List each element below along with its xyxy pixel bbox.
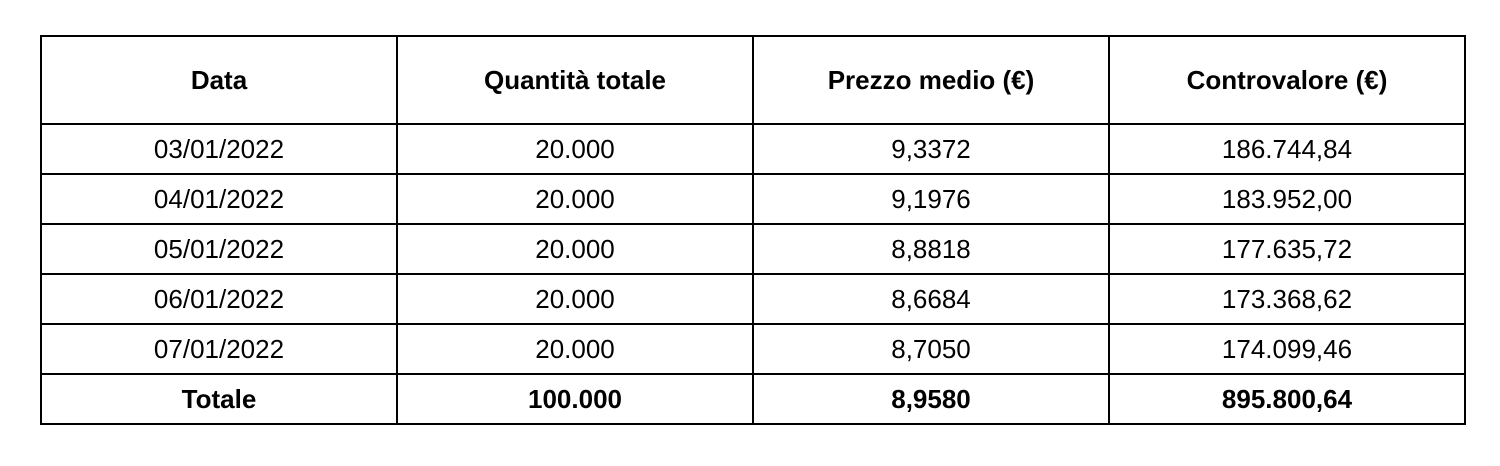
daily-trades-table: Data Quantità totale Prezzo medio (€) Co… bbox=[40, 35, 1466, 425]
table-total-row: Totale 100.000 8,9580 895.800,64 bbox=[40, 373, 1466, 425]
document-page: Data Quantità totale Prezzo medio (€) Co… bbox=[40, 35, 1466, 425]
cell-avg-price: 8,7050 bbox=[752, 323, 1110, 375]
cell-quantity: 20.000 bbox=[396, 123, 754, 175]
cell-quantity: 20.000 bbox=[396, 223, 754, 275]
cell-avg-price: 8,8818 bbox=[752, 223, 1110, 275]
table-row: 04/01/2022 20.000 9,1976 183.952,00 bbox=[40, 173, 1466, 225]
cell-countervalue: 186.744,84 bbox=[1108, 123, 1466, 175]
total-label: Totale bbox=[40, 373, 398, 425]
table-header-row: Data Quantità totale Prezzo medio (€) Co… bbox=[40, 35, 1466, 125]
table-row: 03/01/2022 20.000 9,3372 186.744,84 bbox=[40, 123, 1466, 175]
cell-date: 07/01/2022 bbox=[40, 323, 398, 375]
column-header-prezzo-medio: Prezzo medio (€) bbox=[752, 35, 1110, 125]
column-header-controvalore: Controvalore (€) bbox=[1108, 35, 1466, 125]
cell-countervalue: 173.368,62 bbox=[1108, 273, 1466, 325]
table-row: 05/01/2022 20.000 8,8818 177.635,72 bbox=[40, 223, 1466, 275]
cell-date: 03/01/2022 bbox=[40, 123, 398, 175]
cell-avg-price: 9,1976 bbox=[752, 173, 1110, 225]
table-body: 03/01/2022 20.000 9,3372 186.744,84 04/0… bbox=[40, 123, 1466, 425]
total-avg-price: 8,9580 bbox=[752, 373, 1110, 425]
total-quantity: 100.000 bbox=[396, 373, 754, 425]
cell-quantity: 20.000 bbox=[396, 273, 754, 325]
cell-countervalue: 177.635,72 bbox=[1108, 223, 1466, 275]
cell-date: 05/01/2022 bbox=[40, 223, 398, 275]
table-row: 06/01/2022 20.000 8,6684 173.368,62 bbox=[40, 273, 1466, 325]
cell-date: 06/01/2022 bbox=[40, 273, 398, 325]
column-header-data: Data bbox=[40, 35, 398, 125]
table-row: 07/01/2022 20.000 8,7050 174.099,46 bbox=[40, 323, 1466, 375]
cell-avg-price: 8,6684 bbox=[752, 273, 1110, 325]
cell-date: 04/01/2022 bbox=[40, 173, 398, 225]
total-countervalue: 895.800,64 bbox=[1108, 373, 1466, 425]
cell-quantity: 20.000 bbox=[396, 173, 754, 225]
cell-countervalue: 174.099,46 bbox=[1108, 323, 1466, 375]
cell-quantity: 20.000 bbox=[396, 323, 754, 375]
cell-avg-price: 9,3372 bbox=[752, 123, 1110, 175]
column-header-quantita-totale: Quantità totale bbox=[396, 35, 754, 125]
table-head: Data Quantità totale Prezzo medio (€) Co… bbox=[40, 35, 1466, 125]
cell-countervalue: 183.952,00 bbox=[1108, 173, 1466, 225]
